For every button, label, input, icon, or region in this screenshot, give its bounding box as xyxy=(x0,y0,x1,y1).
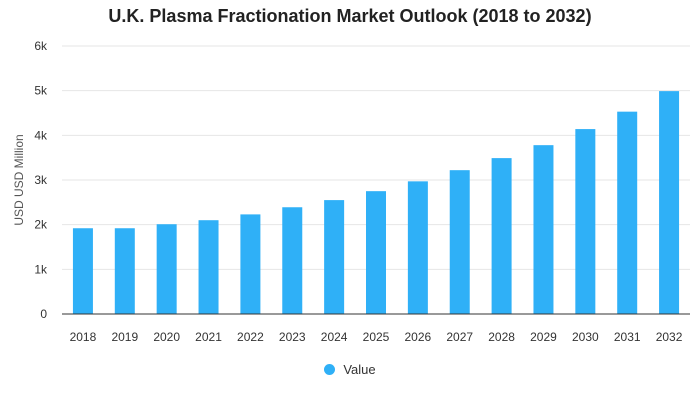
x-tick-label: 2030 xyxy=(572,330,599,344)
bar-2032[interactable] xyxy=(659,91,680,314)
x-tick-label: 2026 xyxy=(405,330,432,344)
y-tick-label: 3k xyxy=(34,173,48,187)
y-axis-ticks: 0 1k 2k 3k 4k 5k 6k xyxy=(34,39,48,321)
x-tick-label: 2032 xyxy=(656,330,683,344)
bar-2023[interactable] xyxy=(282,207,303,314)
x-tick-label: 2020 xyxy=(153,330,180,344)
bars xyxy=(72,91,680,314)
y-tick-label: 2k xyxy=(34,218,48,232)
x-tick-label: 2024 xyxy=(321,330,348,344)
x-tick-label: 2028 xyxy=(488,330,515,344)
bar-2030[interactable] xyxy=(575,129,596,314)
x-tick-label: 2031 xyxy=(614,330,641,344)
y-tick-label: 0 xyxy=(40,307,47,321)
bar-2018[interactable] xyxy=(72,228,93,314)
bar-2025[interactable] xyxy=(366,191,386,314)
y-tick-label: 4k xyxy=(34,128,48,142)
bar-2020[interactable] xyxy=(156,224,177,314)
legend-swatch xyxy=(324,364,336,375)
bar-2029[interactable] xyxy=(533,145,554,314)
y-tick-label: 5k xyxy=(34,84,48,98)
y-axis-title: USD USD Million xyxy=(12,134,26,225)
legend-label: Value xyxy=(343,362,376,377)
x-tick-label: 2027 xyxy=(446,330,473,344)
x-tick-label: 2019 xyxy=(111,330,138,344)
y-tick-label: 1k xyxy=(34,262,48,276)
bar-2022[interactable] xyxy=(240,214,261,314)
x-tick-label: 2022 xyxy=(237,330,264,344)
chart-title: U.K. Plasma Fractionation Market Outlook… xyxy=(108,6,592,26)
x-tick-label: 2021 xyxy=(195,330,222,344)
bar-2021[interactable] xyxy=(198,220,219,314)
bar-2019[interactable] xyxy=(114,228,135,314)
bar-2024[interactable] xyxy=(324,200,345,314)
bar-2028[interactable] xyxy=(491,158,512,314)
x-axis-ticks: 2018 2019 2020 2021 2022 2023 2024 2025 2026 2027… xyxy=(70,330,683,344)
x-tick-label: 2029 xyxy=(530,330,557,344)
x-tick-label: 2023 xyxy=(279,330,306,344)
x-tick-label: 2018 xyxy=(70,330,97,344)
y-tick-label: 6k xyxy=(34,39,48,53)
bar-2027[interactable] xyxy=(449,170,470,314)
x-tick-label: 2025 xyxy=(363,330,390,344)
bar-2026[interactable] xyxy=(407,181,428,314)
legend[interactable]: Value xyxy=(0,362,700,377)
bar-2031[interactable] xyxy=(617,111,638,314)
